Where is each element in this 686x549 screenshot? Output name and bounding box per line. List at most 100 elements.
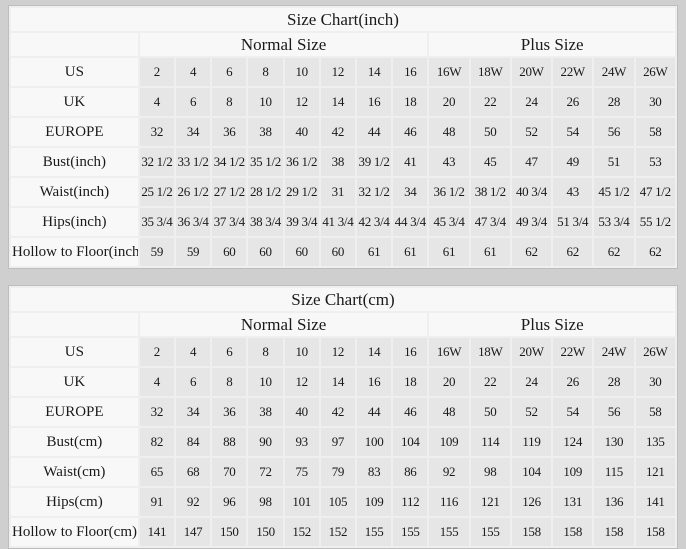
data-cell: 45 bbox=[470, 148, 510, 176]
data-cell: 14 bbox=[320, 88, 355, 116]
data-cell: 6 bbox=[175, 88, 211, 116]
data-cell: 8 bbox=[212, 368, 247, 396]
data-cell: 92 bbox=[175, 488, 211, 516]
data-cell: 83 bbox=[357, 458, 392, 486]
data-cell: 24 bbox=[511, 368, 552, 396]
data-cell: 150 bbox=[212, 518, 247, 546]
row-label: Hollow to Floor(inch) bbox=[11, 238, 138, 266]
data-cell: 18W bbox=[470, 58, 510, 86]
table-row: Waist(cm) 65 68 70 72 75 79 83 86 92 98 104 109 115 12… bbox=[11, 458, 675, 486]
data-cell: 136 bbox=[594, 488, 634, 516]
data-cell: 34 bbox=[175, 398, 211, 426]
data-cell: 4 bbox=[175, 58, 211, 86]
data-cell: 34 bbox=[175, 118, 211, 146]
data-cell: 40 bbox=[284, 398, 319, 426]
data-cell: 40 3/4 bbox=[511, 178, 552, 206]
data-cell: 109 bbox=[553, 458, 593, 486]
data-cell: 155 bbox=[470, 518, 510, 546]
data-cell: 38 1/2 bbox=[470, 178, 510, 206]
data-cell: 12 bbox=[320, 338, 355, 366]
data-cell: 24 bbox=[511, 88, 552, 116]
data-cell: 52 bbox=[511, 398, 552, 426]
data-cell: 101 bbox=[284, 488, 319, 516]
data-cell: 8 bbox=[248, 338, 283, 366]
data-cell: 109 bbox=[429, 428, 469, 456]
data-cell: 86 bbox=[393, 458, 428, 486]
data-cell: 70 bbox=[212, 458, 247, 486]
data-cell: 6 bbox=[212, 58, 247, 86]
group-header-row: Normal Size Plus Size bbox=[11, 313, 675, 336]
data-cell: 14 bbox=[357, 338, 392, 366]
data-cell: 58 bbox=[635, 398, 675, 426]
row-label: US bbox=[11, 58, 138, 86]
data-cell: 20 bbox=[429, 368, 469, 396]
data-cell: 18 bbox=[393, 368, 428, 396]
data-cell: 20 bbox=[429, 88, 469, 116]
data-cell: 34 1/2 bbox=[212, 148, 247, 176]
data-cell: 68 bbox=[175, 458, 211, 486]
data-cell: 6 bbox=[175, 368, 211, 396]
data-cell: 24W bbox=[594, 338, 634, 366]
data-cell: 42 bbox=[320, 398, 355, 426]
data-cell: 36 bbox=[212, 118, 247, 146]
data-cell: 30 bbox=[635, 88, 675, 116]
data-cell: 36 1/2 bbox=[429, 178, 469, 206]
row-label: Hips(inch) bbox=[11, 208, 138, 236]
data-cell: 62 bbox=[594, 238, 634, 266]
data-cell: 24W bbox=[594, 58, 634, 86]
data-cell: 55 1/2 bbox=[635, 208, 675, 236]
row-label: US bbox=[11, 338, 138, 366]
data-cell: 130 bbox=[594, 428, 634, 456]
data-cell: 14 bbox=[320, 368, 355, 396]
data-cell: 59 bbox=[175, 238, 211, 266]
size-chart-cm-table: Size Chart(cm) Normal Size Plus Size US 2… bbox=[8, 285, 678, 549]
data-cell: 126 bbox=[511, 488, 552, 516]
data-cell: 109 bbox=[357, 488, 392, 516]
table-row: Hips(inch) 35 3/4 36 3/4 37 3/4 38 3/4 39 3/4… bbox=[11, 208, 675, 236]
data-cell: 8 bbox=[212, 88, 247, 116]
data-cell: 45 1/2 bbox=[594, 178, 634, 206]
data-cell: 119 bbox=[511, 428, 552, 456]
data-cell: 25 1/2 bbox=[139, 178, 174, 206]
data-cell: 27 1/2 bbox=[212, 178, 247, 206]
data-cell: 56 bbox=[594, 118, 634, 146]
data-cell: 41 bbox=[393, 148, 428, 176]
data-cell: 92 bbox=[429, 458, 469, 486]
data-cell: 52 bbox=[511, 118, 552, 146]
data-cell: 26 bbox=[553, 368, 593, 396]
data-cell: 31 bbox=[320, 178, 355, 206]
data-cell: 38 bbox=[248, 398, 283, 426]
data-cell: 28 bbox=[594, 88, 634, 116]
data-cell: 147 bbox=[175, 518, 211, 546]
data-cell: 84 bbox=[175, 428, 211, 456]
data-cell: 29 1/2 bbox=[284, 178, 319, 206]
data-cell: 39 3/4 bbox=[284, 208, 319, 236]
data-cell: 49 bbox=[553, 148, 593, 176]
data-cell: 33 1/2 bbox=[175, 148, 211, 176]
row-label: Bust(inch) bbox=[11, 148, 138, 176]
plus-size-header: Plus Size bbox=[429, 313, 675, 336]
data-cell: 32 1/2 bbox=[139, 148, 174, 176]
data-cell: 97 bbox=[320, 428, 355, 456]
data-cell: 16 bbox=[393, 338, 428, 366]
data-cell: 43 bbox=[553, 178, 593, 206]
data-cell: 35 1/2 bbox=[248, 148, 283, 176]
corner-cell bbox=[11, 33, 138, 56]
data-cell: 10 bbox=[248, 88, 283, 116]
data-cell: 104 bbox=[393, 428, 428, 456]
data-cell: 2 bbox=[139, 58, 174, 86]
data-cell: 22 bbox=[470, 88, 510, 116]
data-cell: 18 bbox=[393, 88, 428, 116]
row-label: EUROPE bbox=[11, 398, 138, 426]
data-cell: 96 bbox=[212, 488, 247, 516]
size-chart-cm: Size Chart(cm) Normal Size Plus Size US 2… bbox=[9, 286, 677, 548]
data-cell: 61 bbox=[393, 238, 428, 266]
data-cell: 61 bbox=[429, 238, 469, 266]
data-cell: 53 bbox=[635, 148, 675, 176]
row-label: Waist(inch) bbox=[11, 178, 138, 206]
data-cell: 93 bbox=[284, 428, 319, 456]
data-cell: 16W bbox=[429, 338, 469, 366]
data-cell: 32 bbox=[139, 118, 174, 146]
data-cell: 158 bbox=[594, 518, 634, 546]
data-cell: 40 bbox=[284, 118, 319, 146]
